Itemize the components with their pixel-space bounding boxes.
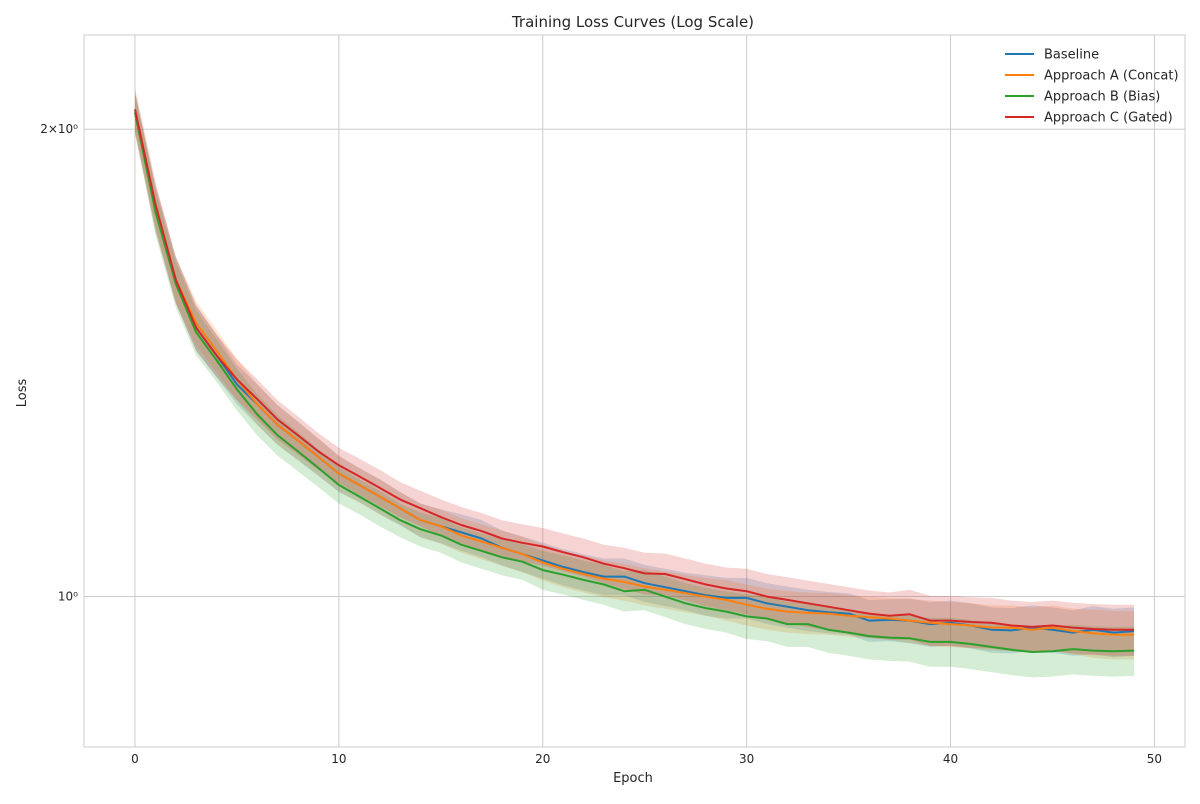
chart-title: Training Loss Curves (Log Scale) (511, 13, 754, 31)
x-tick-label: 30 (739, 752, 754, 766)
legend-label-1: Approach A (Concat) (1044, 69, 1179, 84)
x-tick-label: 0 (131, 752, 139, 766)
x-axis-label: Epoch (613, 771, 653, 786)
x-tick-label: 50 (1147, 752, 1162, 766)
tick-labels: 0 10 20 30 40 50 2×10⁰ 10⁰ (40, 122, 1162, 766)
x-tick-label: 40 (943, 752, 958, 766)
legend-label-3: Approach C (Gated) (1044, 111, 1173, 126)
legend: Baseline Approach A (Concat) Approach B (B… (1005, 48, 1179, 126)
series-lines (134, 109, 1135, 653)
series-line-3 (134, 109, 1134, 631)
x-tick-label: 20 (535, 752, 550, 766)
legend-label-2: Approach B (Bias) (1044, 90, 1160, 105)
x-tick-label: 10 (331, 752, 346, 766)
y-tick-label: 10⁰ (58, 590, 78, 604)
confidence-bands (135, 88, 1134, 678)
series-line-2 (134, 112, 1135, 653)
series-line-1 (134, 112, 1134, 636)
grid (84, 35, 1185, 747)
y-tick-label: 2×10⁰ (40, 122, 78, 136)
band-0 (135, 93, 1134, 658)
y-axis-label: Loss (15, 379, 30, 408)
legend-label-0: Baseline (1044, 48, 1099, 63)
